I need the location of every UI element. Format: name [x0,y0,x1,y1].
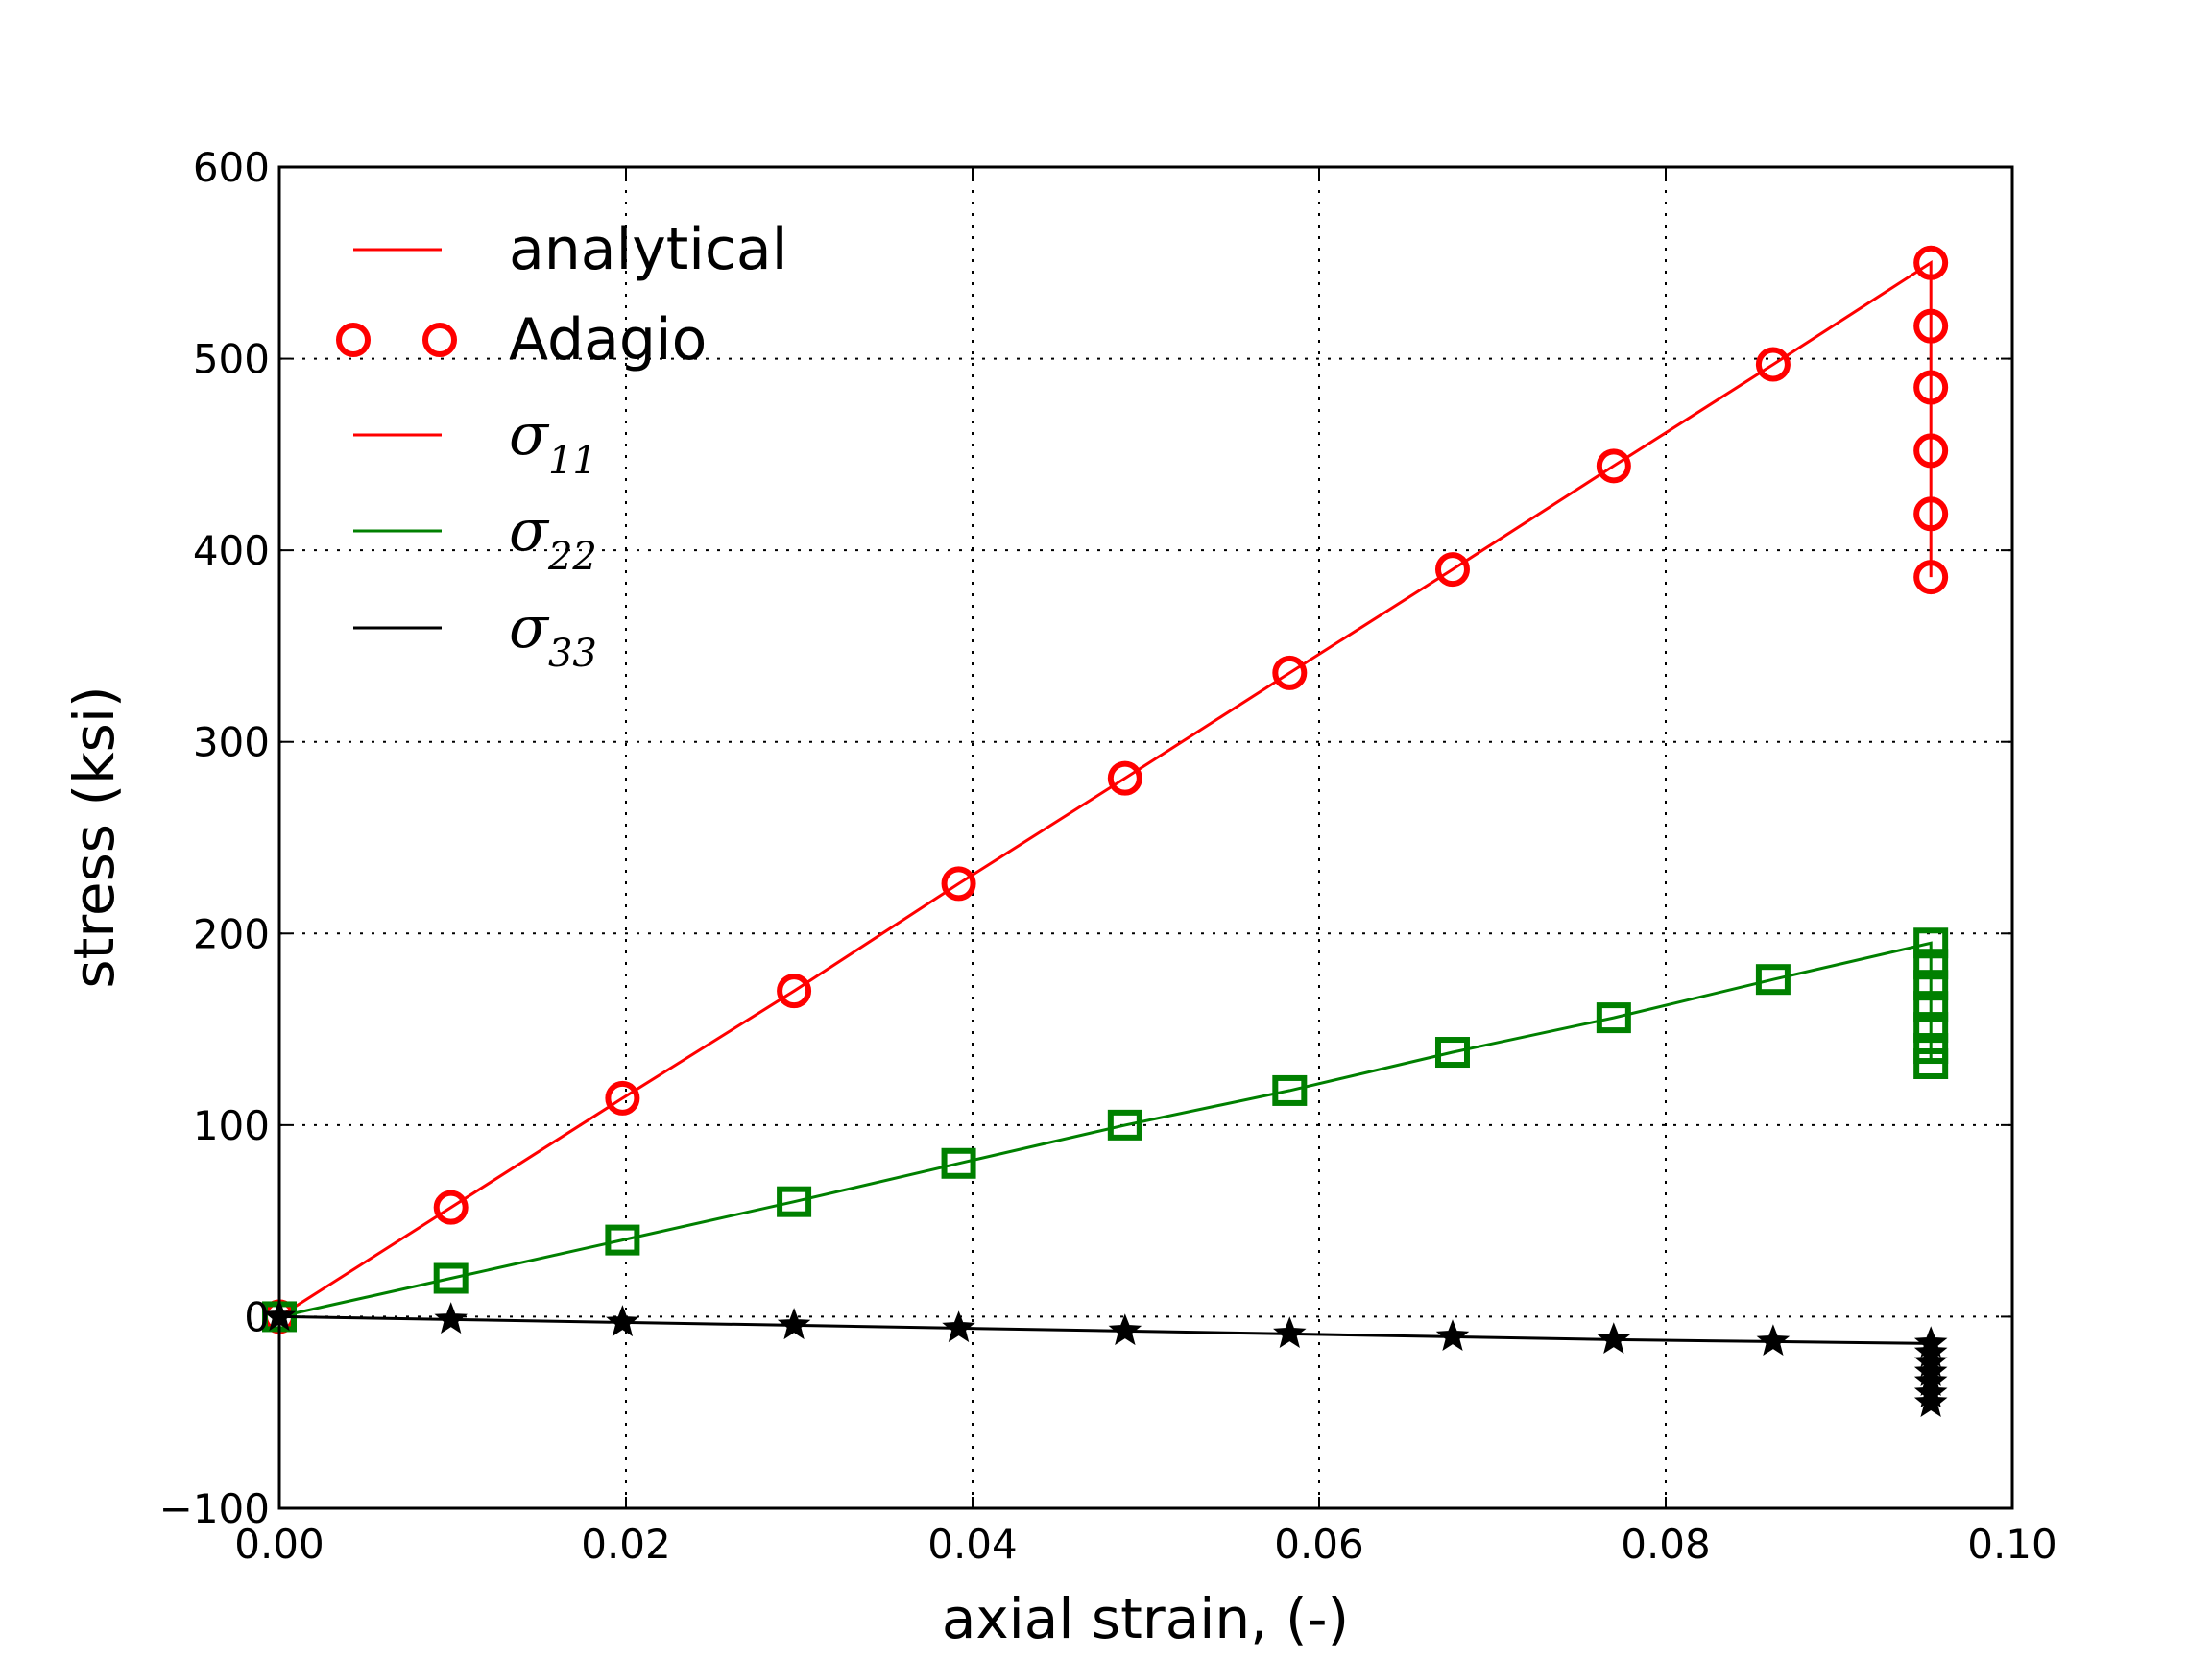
legend-entry: σ11 [353,401,597,483]
sigma_33-data-point [1756,1324,1791,1357]
y-tick-label: 400 [193,527,270,574]
sigma_22-data-point [1913,970,1949,1001]
sigma_22-data-point [605,1224,640,1256]
sigma_33-data-point [434,1302,468,1334]
sigma_11-data-point [1434,552,1470,588]
y-tick-label: 600 [193,144,270,191]
x-axis-label: axial strain, (-) [942,1586,1349,1651]
sigma_22-data-point [777,1186,812,1217]
sigma_22-data-point [1913,927,1949,959]
sigma_11-data-point [1913,308,1949,344]
sigma_11-data-point [1913,560,1949,595]
legend-label-subscript: 22 [547,535,597,579]
sigma_22-data-point [1107,1109,1142,1141]
y-axis-label: stress (ksi) [61,685,127,988]
sigma_33-data-point [1435,1319,1470,1352]
sigma_11-data-point [1913,370,1949,405]
series-layer [262,245,1949,1418]
sigma_22-data-point [1913,949,1949,980]
sigma_11-data-point [941,866,976,902]
x-tick-label: 0.00 [234,1521,325,1568]
sigma_22-data-point [1913,1012,1949,1044]
sigma_11-data-point [1107,760,1142,796]
legend-label: analytical [509,216,787,283]
sigma_22-data-point [1913,1047,1949,1079]
x-tick-label: 0.10 [1967,1521,2057,1568]
sigma_33-data-point [1273,1316,1307,1349]
sigma_22-data-point [1913,991,1949,1022]
sigma_11-data-point [1755,347,1791,382]
legend-label: σ22 [509,497,597,579]
legend: analytical Adagio σ11 σ22 σ33 [336,216,787,676]
legend-entry: σ33 [353,594,597,676]
legend-entry: analytical [353,216,787,283]
sigma_11-data-point [605,1080,640,1116]
ticks: 0.00 0.02 0.04 0.06 0.08 0.10 −100 0 100 200 300 40… [159,144,2057,1568]
series-sigma_33 [262,1299,1948,1418]
sigma_22-data-point [941,1147,976,1179]
legend-label: Adagio [509,306,707,373]
sigma_33-analytical-line [278,1314,1933,1404]
sigma_22-analytical-line [278,941,1933,1318]
legend-entry: Adagio [336,306,707,373]
sigma_33-data-point [1913,1385,1948,1418]
sigma_22-data-point [1755,964,1791,996]
y-tick-label: 300 [193,719,270,766]
sigma_22-data-point [433,1262,469,1294]
sigma_33-data-point [1597,1322,1631,1355]
legend-circle-marker [422,323,457,357]
sigma_11-analytical-line [278,260,1933,1318]
sigma_11-data-point [1913,496,1949,532]
legend-entry: σ22 [353,497,597,579]
sigma_11-data-point [1913,433,1949,469]
series-sigma_11 [262,245,1949,1334]
sigma_33-data-point [1108,1313,1142,1346]
sigma_22-data-point [1272,1074,1308,1106]
legend-label-subscript: 33 [548,632,597,676]
y-tick-label: 100 [193,1102,270,1149]
y-tick-label: 0 [244,1293,270,1340]
sigma_11-data-point [433,1190,469,1225]
sigma_11-data-point [1272,655,1308,690]
y-tick-label: 200 [193,910,270,957]
sigma_22-data-point [1434,1037,1470,1069]
x-tick-label: 0.02 [581,1521,671,1568]
sigma_33-data-point [777,1308,811,1340]
legend-circle-marker [336,323,371,357]
legend-label: σ33 [509,594,597,676]
grid [279,167,2012,1508]
x-tick-label: 0.08 [1621,1521,1711,1568]
series-sigma_22 [262,927,1949,1333]
sigma_11-data-point [1913,245,1949,280]
x-tick-label: 0.04 [927,1521,1018,1568]
sigma_33-data-point [606,1305,639,1337]
sigma_22-data-point [1596,1002,1631,1034]
legend-label-subscript: 11 [548,439,597,483]
sigma_33-data-point [942,1310,975,1343]
x-tick-label: 0.06 [1274,1521,1364,1568]
legend-label: σ11 [509,401,597,483]
plot-frame [277,165,2014,1510]
sigma_11-data-point [777,974,812,1009]
y-tick-label: −100 [159,1485,270,1532]
y-tick-label: 500 [193,336,270,383]
sigma_11-data-point [1596,448,1631,484]
